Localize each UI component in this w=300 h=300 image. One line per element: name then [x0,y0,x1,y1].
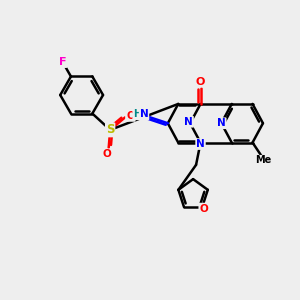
Text: O: O [103,149,112,159]
Text: O: O [199,204,208,214]
Text: N: N [196,139,205,149]
Text: N: N [217,118,226,128]
Text: N: N [140,109,148,119]
Text: O: O [196,76,205,87]
Text: Me: Me [255,155,271,165]
Text: N: N [184,117,193,127]
Text: O: O [126,111,135,121]
Text: S: S [106,123,114,136]
Text: F: F [59,57,66,67]
Text: H: H [133,109,141,119]
